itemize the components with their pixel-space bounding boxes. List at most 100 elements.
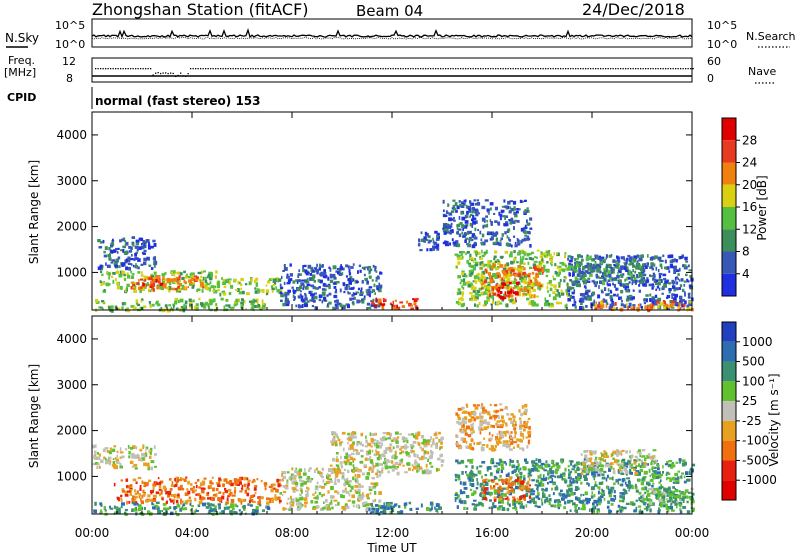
heatmap-cell (456, 434, 459, 438)
heatmap-cell (314, 306, 318, 310)
heatmap-cell (240, 301, 244, 305)
heatmap-cell (360, 460, 364, 464)
heatmap-cell (509, 271, 512, 274)
nave-point (612, 68, 614, 70)
nave-point (317, 68, 319, 70)
heatmap-cell (129, 446, 134, 450)
heatmap-cell (285, 304, 290, 307)
heatmap-cell (415, 436, 419, 440)
heatmap-cell (162, 280, 166, 285)
heatmap-cell (636, 254, 639, 258)
heatmap-cell (331, 443, 335, 446)
heatmap-cell (362, 492, 364, 496)
heatmap-cell (581, 293, 585, 296)
nave-point (600, 68, 602, 70)
heatmap-cell (476, 304, 479, 308)
heatmap-cell (654, 294, 658, 298)
heatmap-cell (396, 466, 399, 468)
nave-point (530, 68, 532, 70)
heatmap-cell (100, 283, 103, 286)
heatmap-cell (110, 308, 114, 313)
heatmap-cell (466, 210, 469, 215)
heatmap-cell (583, 458, 586, 461)
heatmap-cell (522, 466, 526, 469)
heatmap-cell (509, 458, 512, 463)
heatmap-cell (539, 269, 542, 272)
heatmap-cell (574, 280, 578, 283)
heatmap-cell (578, 261, 581, 264)
heatmap-cell (194, 481, 197, 484)
heatmap-cell (628, 263, 632, 266)
heatmap-cell (111, 464, 116, 467)
heatmap-cell (121, 455, 125, 459)
heatmap-cell (327, 490, 330, 494)
heatmap-cell (290, 495, 292, 500)
heatmap-cell (549, 253, 552, 258)
heatmap-cell (148, 301, 151, 304)
heatmap-cell (559, 261, 563, 265)
heatmap-cell (306, 491, 309, 495)
heatmap-cell (538, 282, 541, 287)
heatmap-cell (609, 263, 612, 267)
heatmap-cell (492, 297, 495, 301)
heatmap-cell (508, 491, 513, 496)
heatmap-cell (212, 494, 217, 497)
heatmap-cell (613, 293, 616, 297)
heatmap-cell (471, 478, 474, 482)
heatmap-cell (496, 272, 500, 275)
heatmap-cell (372, 499, 375, 503)
heatmap-cell (516, 220, 520, 223)
heatmap-cell (486, 426, 490, 429)
heatmap-cell (659, 302, 663, 306)
heatmap-cell (664, 259, 667, 264)
heatmap-cell (646, 279, 650, 283)
heatmap-cell (174, 288, 178, 291)
heatmap-cell (651, 283, 655, 287)
heatmap-cell (508, 286, 512, 289)
heatmap-cell (191, 489, 195, 494)
heatmap-cell (492, 231, 494, 235)
heatmap-cell (479, 230, 482, 235)
heatmap-cell (126, 307, 129, 310)
heatmap-cell (367, 267, 369, 271)
heatmap-cell (559, 279, 562, 283)
heatmap-cell (458, 421, 462, 426)
heatmap-cell (594, 303, 598, 307)
heatmap-cell (129, 460, 134, 464)
heatmap-cell (321, 264, 324, 268)
heatmap-cell (513, 211, 518, 216)
heatmap-cell (596, 269, 600, 273)
heatmap-cell (654, 299, 658, 304)
heatmap-cell (140, 287, 145, 291)
nave-point (97, 68, 99, 70)
heatmap-cell (689, 274, 693, 278)
heatmap-cell (323, 482, 327, 486)
heatmap-cell (301, 304, 304, 308)
heatmap-cell (523, 477, 526, 481)
heatmap-cell (463, 437, 466, 442)
heatmap-cell (282, 269, 285, 272)
heatmap-cell (474, 203, 477, 206)
heatmap-cell (523, 421, 526, 424)
heatmap-cell (498, 485, 502, 489)
heatmap-cell (356, 299, 360, 304)
heatmap-cell (621, 300, 623, 303)
heatmap-cell (616, 287, 619, 291)
heatmap-cell (534, 278, 538, 282)
nave-point (655, 68, 657, 70)
heatmap-cell (516, 438, 519, 442)
heatmap-cell (592, 302, 596, 307)
heatmap-cell (323, 269, 326, 273)
heatmap-cell (585, 289, 587, 292)
nave-point (370, 68, 372, 70)
heatmap-cell (515, 473, 519, 478)
heatmap-cell (245, 487, 248, 490)
heatmap-cell (561, 478, 565, 481)
heatmap-cell (111, 250, 116, 253)
heatmap-cell (167, 495, 170, 498)
heatmap-cell (435, 467, 439, 472)
heatmap-cell (474, 406, 479, 410)
heatmap-cell (460, 205, 465, 208)
heatmap-cell (205, 286, 209, 290)
nave-point (120, 68, 122, 70)
